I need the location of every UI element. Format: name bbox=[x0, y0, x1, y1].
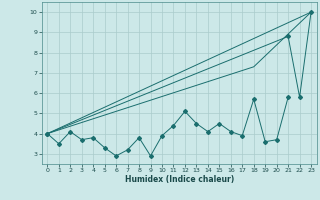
X-axis label: Humidex (Indice chaleur): Humidex (Indice chaleur) bbox=[124, 175, 234, 184]
